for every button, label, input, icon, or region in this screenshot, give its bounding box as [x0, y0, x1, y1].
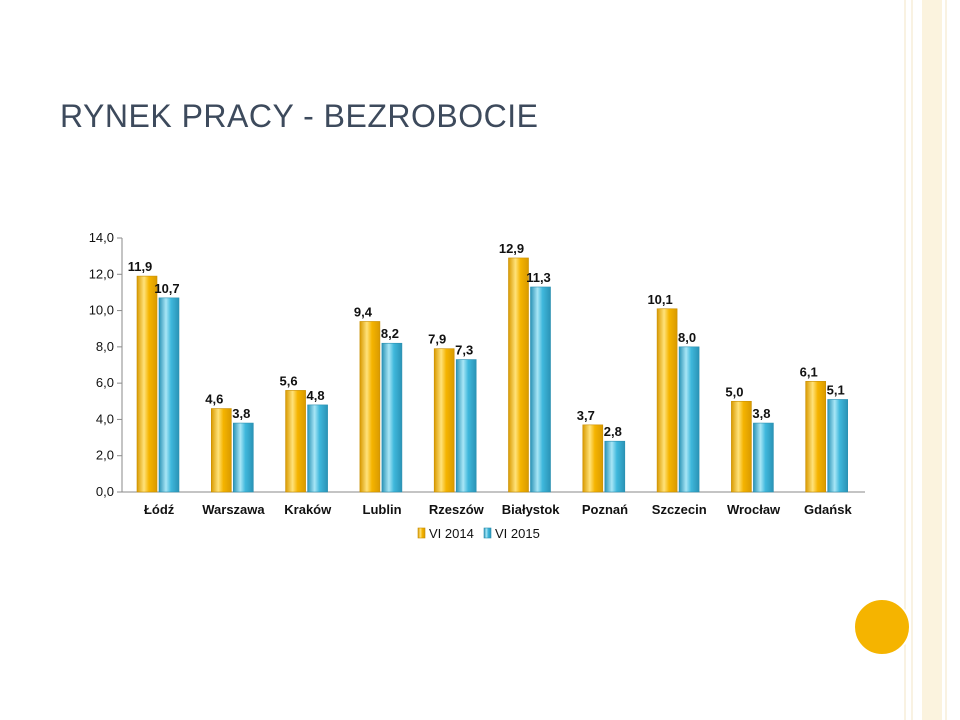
- category-label: Łódź: [144, 502, 175, 517]
- y-tick-label: 0,0: [96, 484, 114, 499]
- bar-vi-2015: [827, 399, 849, 493]
- bar-vi-2014: [582, 424, 604, 493]
- bar-vi-2014: [136, 275, 158, 493]
- category-label: Lublin: [363, 502, 402, 517]
- bar-vi-2014: [731, 400, 752, 493]
- bar-vi-2014: [805, 381, 827, 493]
- category-label: Wrocław: [727, 502, 781, 517]
- data-label: 6,1: [800, 364, 818, 379]
- slide-title: RYNEK PRACY - BEZROBOCIE: [60, 98, 539, 134]
- category-label: Rzeszów: [429, 502, 485, 517]
- data-label: 12,9: [499, 241, 524, 256]
- category-label: Gdańsk: [804, 502, 852, 517]
- data-label: 8,0: [678, 330, 696, 345]
- bar-vi-2015: [530, 286, 551, 493]
- y-tick-label: 10,0: [89, 303, 114, 318]
- data-label: 2,8: [604, 424, 622, 439]
- data-label: 3,8: [752, 406, 770, 421]
- y-tick-label: 14,0: [89, 230, 114, 245]
- data-label: 5,0: [725, 384, 743, 399]
- bar-vi-2014: [285, 390, 306, 493]
- category-label: Kraków: [284, 502, 332, 517]
- category-label: Białystok: [502, 502, 561, 517]
- data-label: 3,7: [577, 408, 595, 423]
- bar-vi-2015: [455, 359, 477, 493]
- legend-entry: VI 2015: [495, 526, 540, 541]
- y-tick-label: 6,0: [96, 375, 114, 390]
- bar-vi-2015: [678, 346, 700, 493]
- bar-vi-2015: [158, 297, 180, 493]
- category-label: Poznań: [582, 502, 628, 517]
- data-label: 9,4: [354, 304, 373, 319]
- bar-vi-2014: [508, 257, 529, 493]
- bar-vi-2014: [359, 321, 381, 493]
- y-tick-label: 12,0: [89, 266, 114, 281]
- bar-vi-2015: [233, 422, 254, 493]
- bar-vi-2015: [604, 440, 626, 493]
- bar-vi-2014: [211, 408, 232, 493]
- legend-swatch: [483, 527, 492, 539]
- category-label: Warszawa: [202, 502, 265, 517]
- y-tick-label: 2,0: [96, 448, 114, 463]
- legend-entry: VI 2014: [429, 526, 474, 541]
- y-tick-label: 4,0: [96, 411, 114, 426]
- bar-vi-2014: [433, 348, 455, 493]
- bar-vi-2015: [753, 422, 774, 493]
- data-label: 3,8: [232, 406, 250, 421]
- bar-vi-2014: [656, 308, 678, 493]
- data-label: 5,6: [280, 373, 298, 388]
- accent-circle: [853, 598, 911, 656]
- data-label: 10,7: [154, 281, 179, 296]
- data-label: 10,1: [647, 292, 672, 307]
- bar-vi-2015: [307, 404, 328, 493]
- data-label: 4,8: [307, 388, 325, 403]
- data-label: 8,2: [381, 326, 399, 341]
- legend-swatch: [417, 527, 426, 539]
- category-label: Szczecin: [652, 502, 707, 517]
- data-label: 4,6: [205, 392, 223, 407]
- data-label: 7,9: [428, 332, 446, 347]
- data-label: 11,3: [526, 270, 551, 285]
- bar-vi-2015: [381, 342, 403, 493]
- data-label: 5,1: [827, 382, 845, 397]
- y-tick-label: 8,0: [96, 339, 114, 354]
- data-label: 11,9: [128, 259, 153, 274]
- data-label: 7,3: [455, 343, 473, 358]
